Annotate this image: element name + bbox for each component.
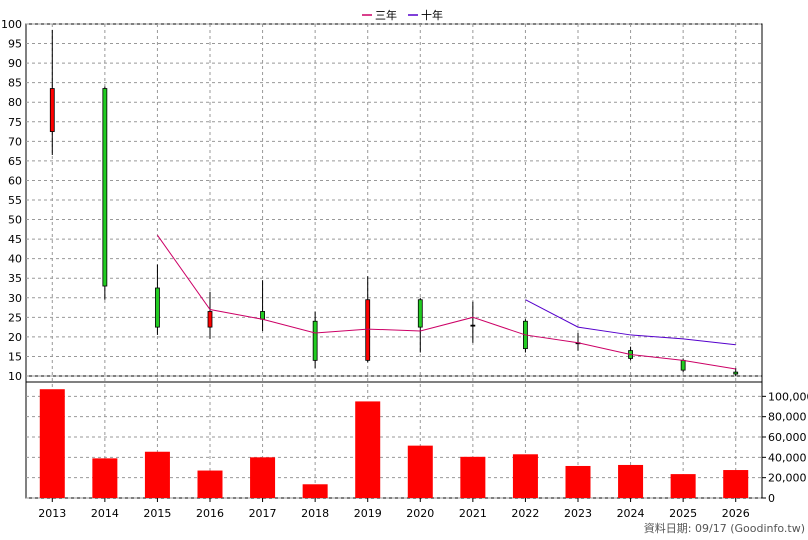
candle-body: [680, 359, 686, 371]
volume-bar: [197, 470, 223, 498]
price-tick-label: 95: [8, 38, 22, 51]
candle-body: [733, 371, 739, 375]
volume-tick-label: 0: [768, 492, 775, 505]
grid: [26, 23, 762, 499]
x-axis: 2013 2014 2015 2016 2017 2018 2019 2020 2021 2022…: [38, 498, 750, 520]
candle-body: [102, 88, 108, 287]
legend: 三年 十年: [362, 8, 443, 22]
volume-bar: [512, 454, 538, 498]
candle-body: [207, 311, 213, 328]
volume-bar: [302, 484, 328, 498]
x-tick-label: 2026: [722, 507, 750, 520]
price-tick-label: 55: [8, 194, 22, 207]
source-footer: 資料日期: 09/17 (Goodinfo.tw): [644, 521, 805, 535]
x-tick-label: 2015: [143, 507, 171, 520]
candle-body: [365, 299, 371, 361]
price-tick-label: 75: [8, 116, 22, 129]
price-tick-label: 40: [8, 253, 22, 266]
volume-tick-label: 80,000: [768, 411, 807, 424]
volume-bar: [144, 451, 170, 498]
x-tick-label: 2017: [249, 507, 277, 520]
volume-bar: [670, 474, 696, 498]
volume-bar: [407, 445, 433, 498]
candle-body: [417, 299, 423, 328]
volume-bar: [92, 458, 118, 498]
candle-body: [470, 324, 476, 327]
x-tick-label: 2020: [406, 507, 434, 520]
x-tick-label: 2024: [617, 507, 645, 520]
ma-line: [525, 299, 736, 346]
price-tick-label: 35: [8, 272, 22, 285]
volume-bars: [39, 389, 749, 498]
volume-bar: [39, 389, 65, 498]
price-tick-label: 10: [8, 370, 22, 383]
volume-bar: [250, 457, 276, 498]
legend-label-3y: 三年: [375, 8, 397, 22]
volume-bar: [618, 464, 644, 498]
x-tick-label: 2022: [511, 507, 539, 520]
price-tick-label: 25: [8, 311, 22, 324]
price-tick-label: 45: [8, 233, 22, 246]
volume-bar: [355, 401, 381, 498]
price-axis: 10 15 20 25 30 35 40 45 50 55 60 65 70 75 80 85 90 95 100: [1, 18, 22, 383]
volume-tick-label: 60,000: [768, 431, 807, 444]
price-plot-frame: [25, 23, 763, 383]
volume-axis: 0 20,000 40,000 60,000 80,000 100,000: [762, 390, 808, 505]
volume-tick-label: 100,000: [768, 390, 808, 403]
price-tick-label: 50: [8, 214, 22, 227]
price-tick-label: 20: [8, 331, 22, 344]
x-tick-label: 2013: [38, 507, 66, 520]
x-tick-label: 2025: [669, 507, 697, 520]
ma-line: [157, 234, 736, 370]
volume-tick-label: 20,000: [768, 472, 807, 485]
candle-body: [155, 287, 160, 328]
price-tick-label: 70: [8, 135, 22, 148]
price-tick-label: 80: [8, 96, 22, 109]
x-tick-label: 2018: [301, 507, 329, 520]
price-tick-label: 15: [8, 350, 22, 363]
price-tick-label: 85: [8, 77, 22, 90]
price-tick-label: 90: [8, 57, 22, 70]
price-tick-label: 100: [1, 18, 22, 31]
x-tick-label: 2021: [459, 507, 487, 520]
candle-body: [312, 320, 318, 361]
x-tick-label: 2014: [91, 507, 119, 520]
candle-body: [49, 88, 55, 132]
price-tick-label: 30: [8, 292, 22, 305]
x-tick-label: 2019: [354, 507, 382, 520]
candles: [49, 29, 739, 376]
volume-bar: [723, 470, 749, 498]
price-tick-label: 65: [8, 155, 22, 168]
price-tick-label: 60: [8, 174, 22, 187]
legend-label-10y: 十年: [421, 8, 443, 22]
volume-bar: [460, 456, 486, 498]
candle-body: [260, 311, 265, 320]
x-tick-label: 2016: [196, 507, 224, 520]
moving-average-lines: [157, 234, 736, 370]
x-tick-label: 2023: [564, 507, 592, 520]
volume-tick-label: 40,000: [768, 451, 807, 464]
volume-bar: [565, 465, 591, 498]
